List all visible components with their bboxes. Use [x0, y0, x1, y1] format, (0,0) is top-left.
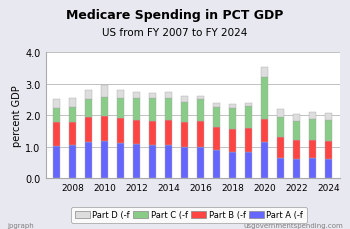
- Bar: [293, 114, 300, 122]
- Bar: [325, 160, 332, 179]
- Bar: [245, 103, 252, 107]
- Bar: [149, 146, 156, 179]
- Bar: [277, 117, 284, 138]
- Bar: [261, 68, 268, 77]
- Bar: [101, 98, 108, 117]
- Bar: [293, 160, 300, 179]
- Bar: [133, 93, 140, 99]
- Bar: [149, 121, 156, 146]
- Bar: [197, 100, 204, 122]
- Bar: [277, 138, 284, 158]
- Bar: [181, 96, 188, 102]
- Bar: [181, 147, 188, 179]
- Bar: [165, 120, 172, 146]
- Bar: [229, 129, 236, 152]
- Bar: [309, 140, 316, 159]
- Bar: [213, 128, 220, 150]
- Bar: [197, 96, 204, 100]
- Bar: [101, 117, 108, 142]
- Bar: [53, 147, 60, 179]
- Bar: [245, 107, 252, 128]
- Bar: [53, 123, 60, 147]
- Bar: [261, 77, 268, 120]
- Bar: [117, 90, 124, 98]
- Bar: [85, 90, 92, 100]
- Bar: [293, 122, 300, 141]
- Bar: [245, 128, 252, 152]
- Bar: [261, 120, 268, 142]
- Bar: [309, 119, 316, 140]
- Bar: [229, 152, 236, 179]
- Bar: [325, 120, 332, 142]
- Bar: [133, 145, 140, 179]
- Text: Medicare Spending in PCT GDP: Medicare Spending in PCT GDP: [66, 9, 284, 22]
- Bar: [101, 86, 108, 98]
- Bar: [245, 152, 252, 179]
- Bar: [277, 158, 284, 179]
- Bar: [165, 99, 172, 120]
- Bar: [277, 109, 284, 117]
- Bar: [69, 123, 76, 146]
- Bar: [213, 107, 220, 128]
- Bar: [133, 99, 140, 120]
- Bar: [53, 99, 60, 109]
- Bar: [229, 109, 236, 129]
- Bar: [293, 141, 300, 160]
- Text: US from FY 2007 to FY 2024: US from FY 2007 to FY 2024: [102, 27, 248, 37]
- Bar: [181, 123, 188, 147]
- Bar: [133, 120, 140, 145]
- Bar: [309, 112, 316, 119]
- Legend: Part D (-f, Part C (-f, Part B (-f, Part A (-f: Part D (-f, Part C (-f, Part B (-f, Part…: [71, 207, 307, 223]
- Text: jpgraph: jpgraph: [7, 222, 34, 228]
- Bar: [149, 93, 156, 99]
- Bar: [117, 119, 124, 143]
- Bar: [229, 105, 236, 109]
- Bar: [85, 117, 92, 142]
- Bar: [309, 159, 316, 179]
- Y-axis label: percent GDP: percent GDP: [13, 85, 22, 146]
- Bar: [213, 103, 220, 107]
- Bar: [69, 108, 76, 123]
- Bar: [261, 142, 268, 179]
- Bar: [101, 142, 108, 179]
- Bar: [181, 102, 188, 123]
- Bar: [85, 142, 92, 179]
- Bar: [165, 93, 172, 99]
- Bar: [117, 98, 124, 119]
- Bar: [117, 143, 124, 179]
- Bar: [149, 99, 156, 121]
- Bar: [197, 147, 204, 179]
- Bar: [197, 122, 204, 147]
- Bar: [69, 99, 76, 108]
- Text: usgovernmentspending.com: usgovernmentspending.com: [243, 222, 343, 228]
- Bar: [85, 100, 92, 117]
- Bar: [165, 146, 172, 179]
- Bar: [325, 142, 332, 160]
- Bar: [325, 114, 332, 120]
- Bar: [53, 109, 60, 123]
- Bar: [213, 150, 220, 179]
- Bar: [69, 146, 76, 179]
